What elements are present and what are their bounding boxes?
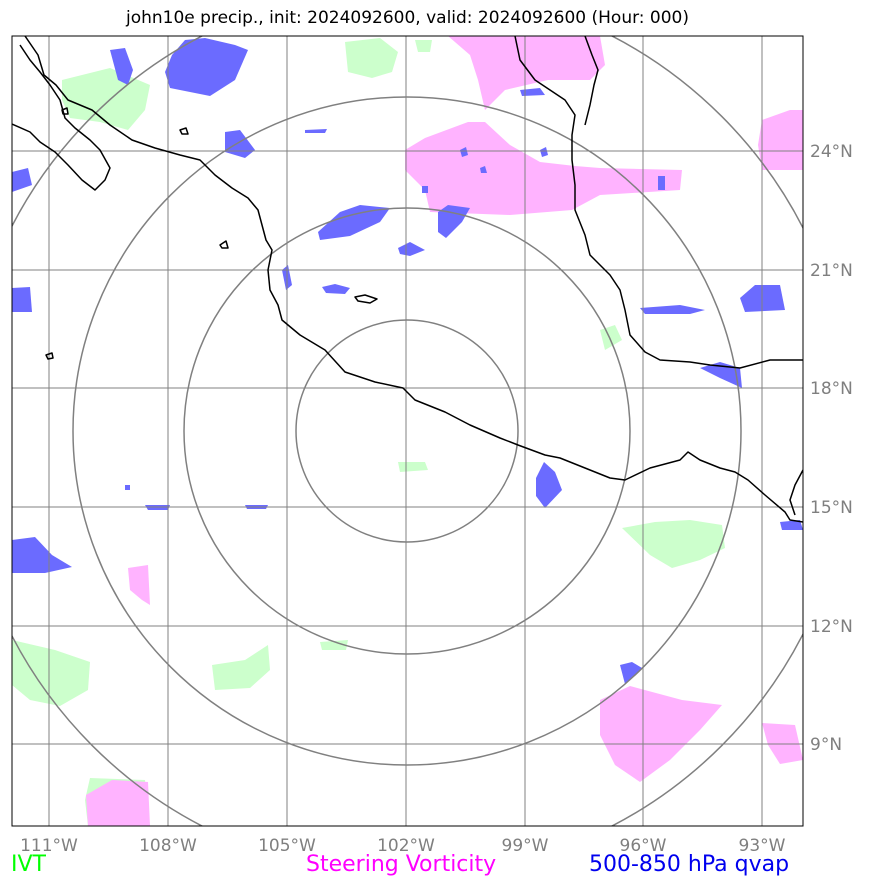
lon-tick-99w: 99°W bbox=[502, 836, 549, 856]
legend-qvap: 500-850 hPa qvap bbox=[589, 852, 790, 877]
lon-tick-105w: 105°W bbox=[258, 836, 316, 856]
lon-tick-96w: 96°W bbox=[620, 836, 667, 856]
legend-ivt: IVT bbox=[11, 852, 46, 877]
plot-title: john10e precip., init: 2024092600, valid… bbox=[126, 8, 689, 28]
coastlines bbox=[12, 36, 803, 523]
island-2 bbox=[354, 294, 378, 304]
range-rings bbox=[12, 36, 803, 826]
island-3 bbox=[45, 352, 54, 360]
lat-tick-9n: 9°N bbox=[810, 735, 842, 755]
gulf-coast-north bbox=[584, 36, 599, 126]
gulf-coast bbox=[514, 36, 803, 369]
yucatan-coast bbox=[789, 469, 803, 516]
lat-tick-24n: 24°N bbox=[810, 142, 853, 162]
vorticity-regions bbox=[86, 36, 803, 826]
range-ring-2 bbox=[183, 207, 631, 655]
lat-tick-18n: 18°N bbox=[810, 379, 853, 399]
lon-tick-102w: 102°W bbox=[377, 836, 435, 856]
island-5 bbox=[61, 107, 69, 115]
lat-tick-labels: 24°N 21°N 18°N 15°N 12°N 9°N bbox=[810, 142, 853, 755]
lon-tick-111w: 111°W bbox=[20, 836, 78, 856]
island-1 bbox=[219, 240, 229, 249]
lat-tick-21n: 21°N bbox=[810, 261, 853, 281]
baja-coast bbox=[12, 44, 111, 191]
lat-gridlines bbox=[12, 150, 803, 745]
range-ring-3 bbox=[72, 96, 742, 766]
lon-tick-93w: 93°W bbox=[739, 836, 786, 856]
lat-tick-12n: 12°N bbox=[810, 617, 853, 637]
island-4 bbox=[179, 127, 189, 135]
lon-tick-108w: 108°W bbox=[139, 836, 197, 856]
legend-steering-vorticity: Steering Vorticity bbox=[306, 852, 497, 877]
mainland-coast bbox=[24, 36, 803, 523]
range-ring-1 bbox=[295, 319, 519, 543]
map-frame bbox=[11, 35, 804, 827]
lat-tick-15n: 15°N bbox=[810, 498, 853, 518]
range-ring-4 bbox=[12, 36, 803, 826]
lon-tick-labels: 111°W 108°W 105°W 102°W 99°W 96°W 93°W bbox=[20, 836, 786, 856]
